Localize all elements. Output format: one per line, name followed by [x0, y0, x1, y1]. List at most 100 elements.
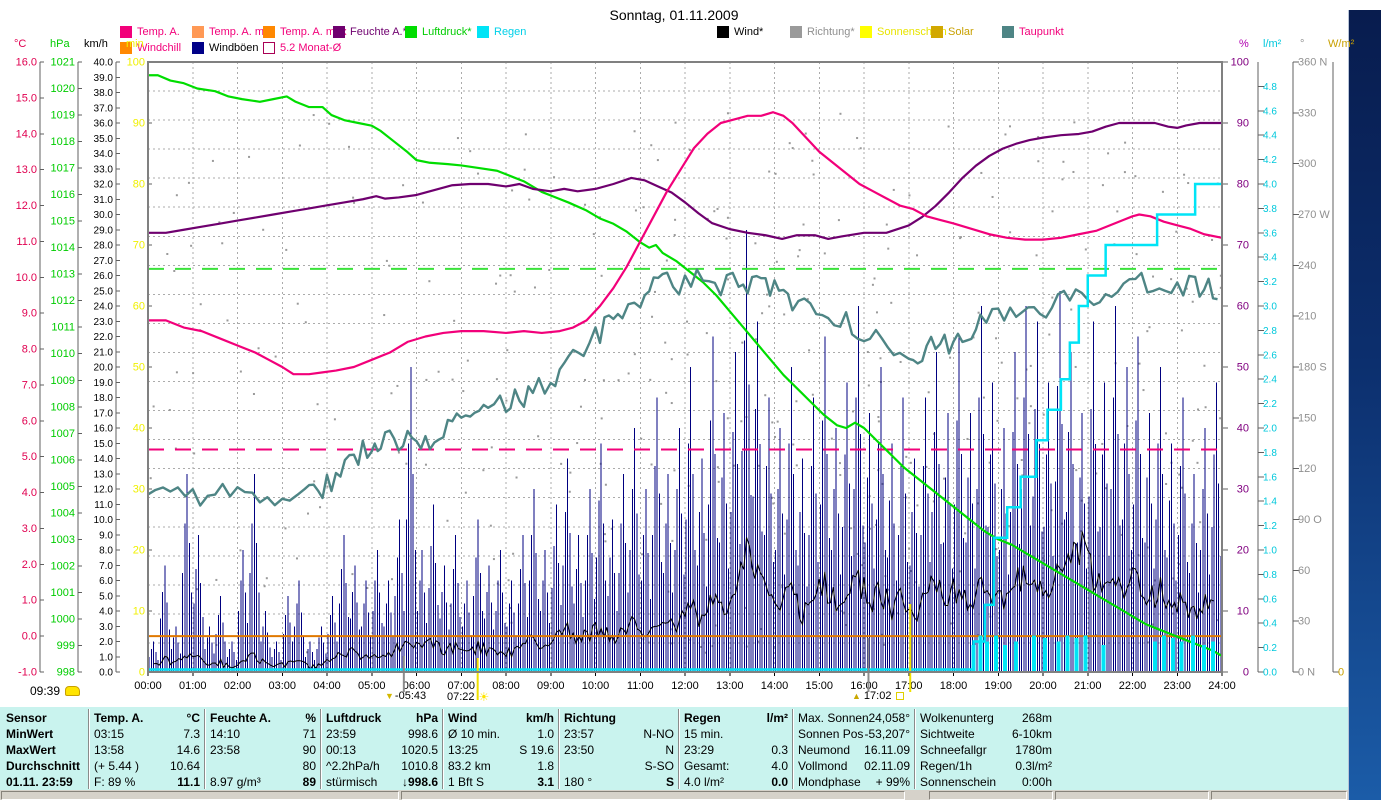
table-divider [204, 709, 206, 789]
axis-unit-7: W/m² [1328, 38, 1355, 50]
svg-text:1.8: 1.8 [1263, 448, 1277, 459]
svg-text:0 N: 0 N [1298, 667, 1315, 679]
table-cell-time: 00:13 [326, 743, 357, 757]
table-cell-time: 4.0 l/m² [684, 775, 725, 789]
svg-text:39.0: 39.0 [94, 73, 114, 84]
legend-item-temp-a-min: Temp. A. min [192, 26, 273, 38]
table-divider [320, 709, 322, 789]
svg-text:2.0: 2.0 [22, 559, 37, 571]
status-time: 09:39 [30, 684, 81, 698]
axis-pct: 0 10 20 30 40 50 60 70 80 90 100 [1221, 57, 1249, 679]
svg-text:10:00: 10:00 [582, 680, 610, 692]
chart-svg: -1.0 0.0 1.0 2.0 3.0 4.0 5.0 6.0 7.0 8.0 9.0 10.0 11… [16, 57, 1344, 700]
legend-item-wind-: Wind* [717, 26, 763, 38]
svg-text:18:00: 18:00 [940, 680, 968, 692]
table-cell-value: 89 [302, 775, 316, 789]
legend-swatch [790, 26, 802, 38]
svg-text:300: 300 [1298, 158, 1316, 170]
legend-item-temp-a-max: Temp. A. max [263, 26, 347, 38]
sunset-time: 17:02 [863, 690, 892, 702]
table-cell-value: 14.6 [176, 743, 200, 757]
table-group-unit: °C [186, 711, 200, 725]
page-title: Sonntag, 01.11.2009 [609, 7, 739, 23]
svg-text:1019: 1019 [51, 110, 75, 122]
svg-text:4.6: 4.6 [1263, 106, 1277, 117]
svg-text:80: 80 [1237, 179, 1249, 191]
svg-text:40.0: 40.0 [94, 58, 114, 69]
legend-label: Sonnenschein [877, 26, 947, 38]
table-info-value: 02.11.09 [864, 759, 910, 773]
svg-text:40: 40 [133, 423, 145, 435]
svg-text:4.0: 4.0 [22, 487, 37, 499]
table-group-title: Regen [684, 711, 721, 725]
svg-text:1002: 1002 [51, 560, 75, 572]
svg-text:12:00: 12:00 [671, 680, 699, 692]
moonset-time: -05:43 [394, 690, 427, 702]
legend-swatch [263, 42, 275, 54]
svg-text:60: 60 [1298, 565, 1310, 577]
table-cell-value: S-SO [644, 759, 674, 773]
svg-text:24.0: 24.0 [94, 302, 114, 313]
table-divider [558, 709, 560, 789]
svg-text:2.8: 2.8 [1263, 326, 1277, 337]
table-cell-value: 80 [302, 759, 316, 773]
svg-text:15.0: 15.0 [94, 439, 114, 450]
series-taupunkt [147, 268, 1218, 507]
table-info-value: + 99% [875, 775, 910, 789]
table-cell-value: 1.8 [537, 759, 554, 773]
svg-text:14.0: 14.0 [94, 454, 114, 465]
svg-text:08:00: 08:00 [492, 680, 520, 692]
svg-text:16.0: 16.0 [94, 424, 114, 435]
svg-text:23.0: 23.0 [94, 317, 114, 328]
svg-text:1016: 1016 [51, 189, 75, 201]
svg-text:11.0: 11.0 [16, 236, 37, 248]
svg-text:100: 100 [1231, 57, 1249, 69]
svg-text:1001: 1001 [51, 587, 75, 599]
series-regen-rate [971, 635, 1216, 671]
svg-text:0.2: 0.2 [1263, 643, 1277, 654]
svg-text:1021: 1021 [51, 57, 75, 69]
legend-item-5-2-monat-: 5.2 Monat-Ø [263, 42, 341, 54]
svg-text:999: 999 [57, 640, 75, 652]
table-group-unit: % [305, 711, 316, 725]
legend-label: Richtung* [807, 26, 855, 38]
svg-text:1012: 1012 [51, 295, 75, 307]
table-info-value: 16.11.09 [864, 743, 910, 757]
svg-text:1008: 1008 [51, 401, 75, 413]
svg-text:20: 20 [1237, 545, 1249, 557]
svg-text:100: 100 [127, 57, 145, 69]
svg-text:1.0: 1.0 [1263, 546, 1277, 557]
svg-text:0.0: 0.0 [1263, 668, 1277, 679]
svg-text:21.0: 21.0 [94, 347, 114, 358]
status-panel [401, 791, 905, 800]
svg-text:17.0: 17.0 [94, 408, 114, 419]
svg-text:60: 60 [1237, 301, 1249, 313]
sunset-marker: ▲ 17:02 [852, 690, 905, 702]
svg-text:00:00: 00:00 [134, 680, 162, 692]
table-info-label: Sichtweite [920, 727, 975, 741]
table-info-label: Neumond [798, 743, 851, 757]
svg-text:04:00: 04:00 [313, 680, 341, 692]
svg-text:90 O: 90 O [1298, 514, 1322, 526]
svg-text:15:00: 15:00 [805, 680, 833, 692]
table-group-title: Richtung [564, 711, 616, 725]
axis-unit-5: l/m² [1263, 38, 1282, 50]
svg-text:01:00: 01:00 [179, 680, 207, 692]
series-feuchte [148, 121, 1222, 240]
table-divider [442, 709, 444, 789]
table-divider [88, 709, 90, 789]
table-cell-time: 13:25 [448, 743, 479, 757]
moonset-marker: ▼ -05:43 [385, 690, 426, 702]
legend-swatch [333, 26, 345, 38]
table-header-sensor: Sensor [6, 711, 47, 725]
table-cell-time: 23:50 [564, 743, 595, 757]
svg-text:4.0: 4.0 [1263, 180, 1277, 191]
svg-text:2.0: 2.0 [99, 637, 113, 648]
svg-text:32.0: 32.0 [94, 180, 114, 191]
legend-swatch [717, 26, 729, 38]
legend-label: Solar [948, 26, 974, 38]
svg-text:10: 10 [1237, 606, 1249, 618]
table-group-title: Luftdruck [326, 711, 382, 725]
x-axis: 00:00 01:00 02:00 03:00 04:00 05:00 06:00 07:00… [134, 672, 1236, 692]
svg-text:10: 10 [133, 606, 145, 618]
